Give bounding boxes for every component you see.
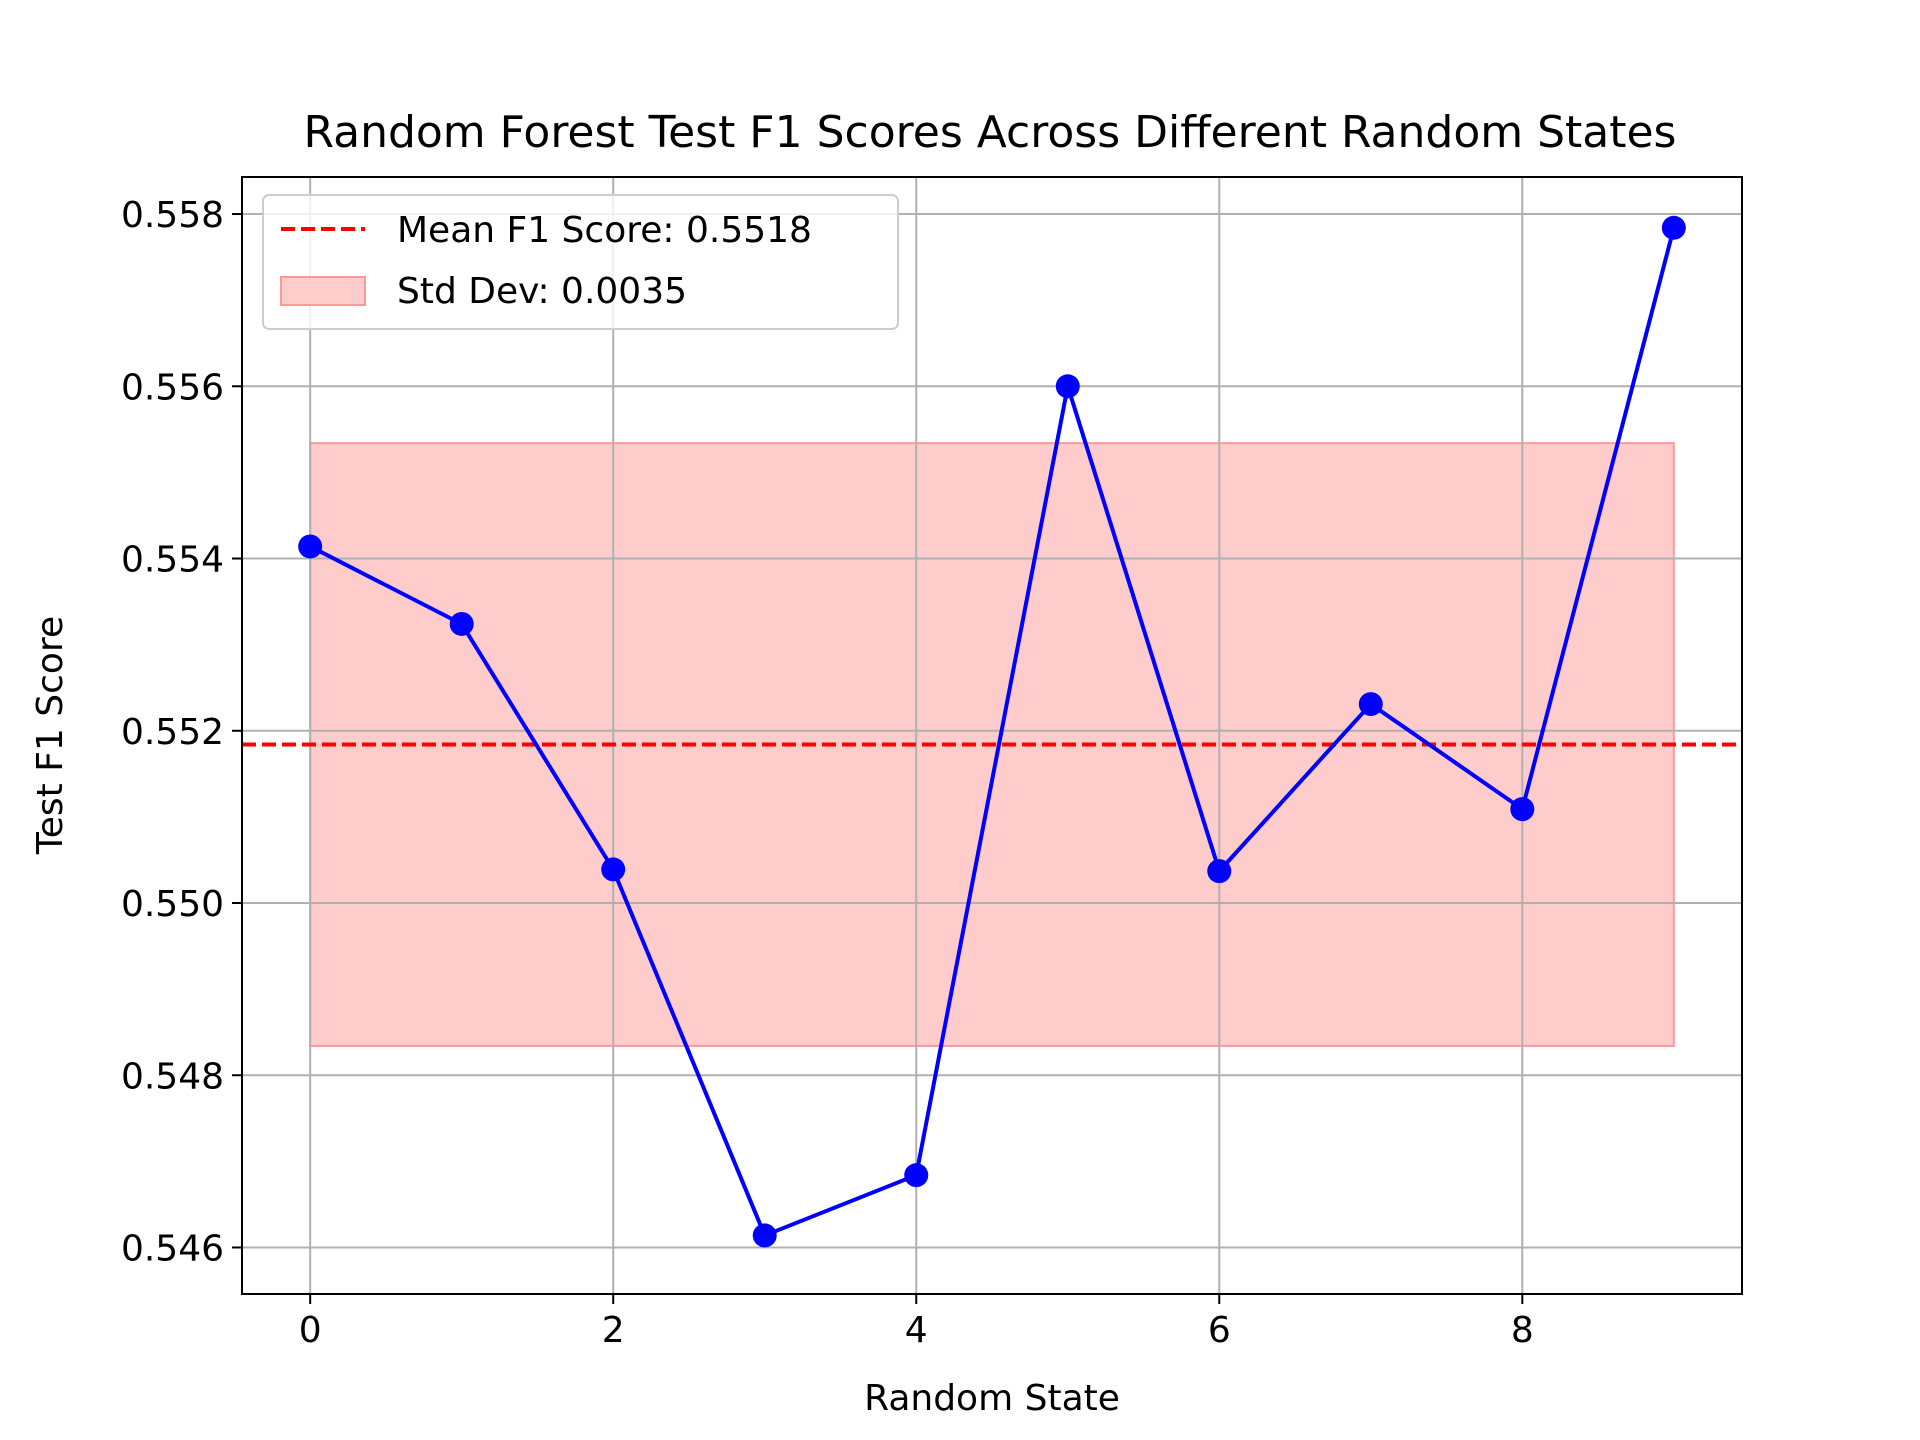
series-layer xyxy=(298,215,1686,1248)
y-tick-label: 0.552 xyxy=(121,712,224,753)
f1-score-line xyxy=(309,227,1676,1238)
y-axis-ticks: 0.546 0.548 0.550 0.552 0.554 0.556 0.558 xyxy=(121,195,242,1269)
f1-score-point xyxy=(449,611,474,636)
legend: Mean F1 Score: 0.5518 Std Dev: 0.0035 xyxy=(262,194,899,330)
f1-score-point xyxy=(904,1163,929,1188)
legend-box xyxy=(262,194,899,330)
f1-score-point xyxy=(1055,374,1080,399)
f1-score-point xyxy=(298,534,323,559)
f1-score-point xyxy=(1207,859,1232,884)
f1-score-point xyxy=(601,857,626,882)
x-tick-label: 8 xyxy=(1511,1310,1534,1351)
y-tick-label: 0.550 xyxy=(121,884,224,925)
y-tick-label: 0.556 xyxy=(121,367,224,408)
legend-std-dev-label: Std Dev: 0.0035 xyxy=(397,271,687,312)
plot-frame xyxy=(241,176,1743,1295)
x-tick-label: 4 xyxy=(905,1310,928,1351)
f1-score-point xyxy=(752,1223,777,1248)
x-tick-label: 2 xyxy=(602,1310,625,1351)
x-axis-ticks: 0 2 4 6 8 xyxy=(299,1294,1534,1351)
legend-std-dev-swatch xyxy=(280,276,366,306)
f1-score-point xyxy=(1358,692,1383,717)
y-axis-label: Test F1 Score xyxy=(30,616,71,855)
legend-mean-label: Mean F1 Score: 0.5518 xyxy=(397,210,812,251)
y-tick-label: 0.548 xyxy=(121,1056,224,1097)
f1-score-point xyxy=(1661,215,1686,240)
x-tick-label: 6 xyxy=(1208,1310,1231,1351)
y-tick-label: 0.554 xyxy=(121,540,224,581)
y-tick-label: 0.546 xyxy=(121,1228,224,1269)
f1-score-point xyxy=(1510,797,1535,822)
x-tick-label: 0 xyxy=(299,1310,322,1351)
x-axis-label: Random State xyxy=(864,1378,1120,1419)
y-tick-label: 0.558 xyxy=(121,195,224,236)
grid-layer xyxy=(242,177,1742,1294)
chart-title: Random Forest Test F1 Scores Across Diff… xyxy=(304,107,1677,158)
